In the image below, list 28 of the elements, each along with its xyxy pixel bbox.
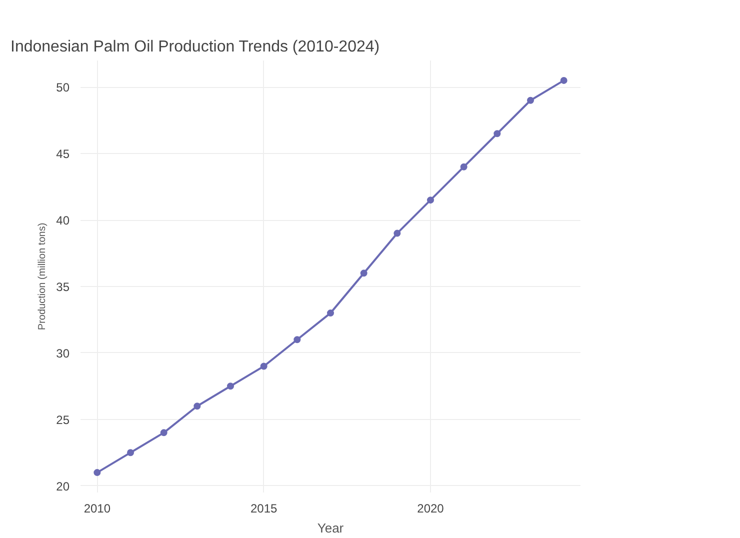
chart-title: Indonesian Palm Oil Production Trends (2010-2024) [10, 38, 380, 56]
point [294, 336, 301, 344]
point [360, 270, 368, 277]
point [427, 196, 434, 204]
point [160, 429, 168, 436]
y-tick-label: 30 [56, 346, 70, 360]
point [194, 402, 201, 410]
point [327, 310, 334, 317]
point [260, 362, 268, 370]
y-tick-label: 45 [56, 147, 70, 162]
y-tick-label: 20 [56, 479, 70, 494]
point [560, 76, 568, 84]
point [127, 449, 134, 456]
x-tick-label: 2015 [250, 502, 278, 516]
y-axis-title: Production (million tons) [37, 222, 48, 330]
point [527, 96, 534, 104]
x-axis-title: Year [317, 520, 344, 536]
y-tick-label: 35 [56, 280, 70, 294]
y-tick-label: 50 [56, 80, 70, 95]
point [494, 130, 501, 138]
x-tick-label: 2020 [417, 502, 444, 516]
y-tick-label: 25 [56, 412, 70, 427]
x-tick-label: 2010 [84, 502, 111, 516]
point [460, 163, 468, 170]
y-tick-label: 40 [56, 214, 70, 228]
point [94, 469, 101, 476]
point [227, 382, 234, 390]
point [394, 230, 401, 237]
